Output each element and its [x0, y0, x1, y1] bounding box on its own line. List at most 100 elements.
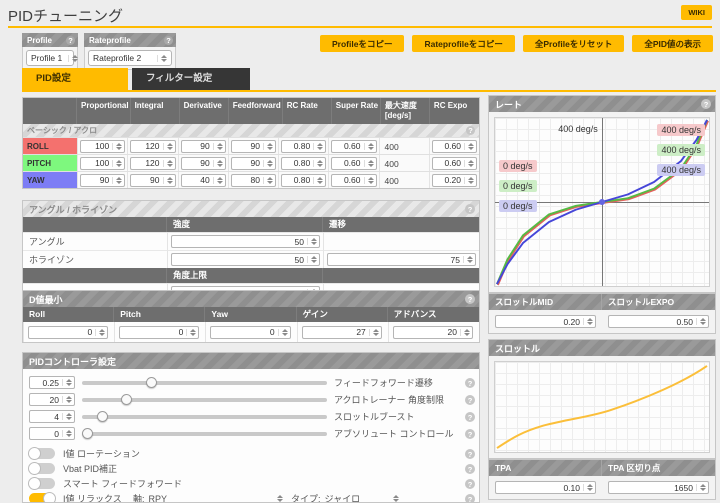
rateprofile-selector-box: Rateprofile Rateprofile 2	[84, 33, 176, 70]
rateprofile-label: Rateprofile	[89, 35, 131, 45]
pitch-rcexpo-input[interactable]: 0.60	[431, 156, 477, 170]
dmin-section: D値最小 Roll Pitch Yaw ゲイン アドバンス 0 0 0 27 2…	[22, 290, 480, 343]
angle-limit-column-header: 角度上限	[167, 268, 323, 283]
pitch-p-input[interactable]: 100	[80, 156, 126, 170]
help-icon[interactable]	[465, 394, 475, 405]
yaw-max-badge: 400 deg/s	[657, 164, 705, 176]
absolute-control-input[interactable]: 0	[29, 427, 75, 440]
iterm-relax-toggle[interactable]	[29, 492, 56, 502]
toggle-row-iterm-rotation: I値 ローテーション	[23, 446, 479, 461]
roll-rcexpo-input[interactable]: 0.60	[431, 139, 477, 153]
roll-p-input[interactable]: 100	[80, 139, 126, 153]
vbat-pid-toggle[interactable]	[28, 462, 55, 475]
stepper-icon	[157, 54, 167, 62]
horizon-transition-input[interactable]: 75	[327, 253, 476, 266]
dmin-header: D値最小	[23, 291, 479, 307]
toggle-row-iterm-relax: I値 リラックス 軸: RPY タイプ: ジャイロ	[23, 491, 479, 502]
help-icon[interactable]	[701, 99, 711, 109]
slider-row-acro-trainer: 20 アクロトレーナー 角度制限	[23, 391, 479, 408]
strength-column-header: 強度	[167, 217, 323, 232]
horizon-row-label: ホライゾン	[23, 250, 167, 268]
pid-group-header: ベーシック / アクロ	[23, 124, 479, 137]
yaw-maxvel-value: 400	[378, 172, 429, 188]
smart-feedforward-toggle[interactable]	[28, 477, 55, 490]
angle-horizon-header: アングル / ホライゾン	[23, 201, 479, 217]
roll-label: ROLL	[23, 138, 77, 154]
dmin-roll-input[interactable]: 0	[28, 325, 109, 339]
roll-rcrate-input[interactable]: 0.80	[281, 139, 327, 153]
iterm-rotation-toggle[interactable]	[28, 447, 55, 460]
angle-strength-input[interactable]: 50	[171, 235, 320, 248]
pid-controller-section: PIDコントローラ設定 0.25 フィードフォワード遷移 20 アクロトレーナー…	[22, 352, 480, 503]
roll-i-input[interactable]: 120	[130, 139, 176, 153]
yaw-d-input[interactable]: 40	[180, 173, 226, 187]
pitch-superrate-input[interactable]: 0.60	[331, 156, 377, 170]
roll-maxvel-value: 400	[378, 138, 429, 154]
tpa-breakpoint-header: TPA 区切り点	[608, 463, 661, 473]
ff-transition-slider[interactable]	[82, 376, 327, 388]
help-icon[interactable]	[466, 126, 475, 135]
tpa-header: TPA	[489, 460, 602, 476]
help-icon[interactable]	[465, 478, 475, 489]
rates-panel: レート 400 deg/s 0 deg/s 0 deg/s 0 deg/s 40…	[488, 95, 716, 293]
help-icon[interactable]	[465, 428, 475, 439]
roll-superrate-input[interactable]: 0.60	[331, 139, 377, 153]
throttle-boost-slider[interactable]	[82, 410, 327, 422]
yaw-ff-input[interactable]: 80	[230, 173, 276, 187]
table-row-yaw: YAW 90 90 40 80 0.80 0.60 400 0.20	[23, 171, 479, 188]
tab-filter-settings[interactable]: フィルター設定	[132, 68, 250, 90]
tab-pid-settings[interactable]: PID設定	[22, 68, 128, 90]
page-title: PIDチューニング	[8, 8, 124, 25]
help-icon[interactable]	[465, 377, 475, 388]
help-icon[interactable]	[465, 448, 475, 459]
copy-profile-button[interactable]: Profileをコピー	[320, 35, 405, 52]
dmin-yaw-input[interactable]: 0	[210, 325, 291, 339]
roll-d-input[interactable]: 90	[180, 139, 226, 153]
reset-all-profiles-button[interactable]: 全Profileをリセット	[522, 35, 625, 52]
pitch-rcrate-input[interactable]: 0.80	[281, 156, 327, 170]
acro-trainer-input[interactable]: 20	[29, 393, 75, 406]
tpa-breakpoint-input[interactable]: 1650	[608, 481, 709, 494]
help-icon[interactable]	[465, 463, 475, 474]
horizon-strength-input[interactable]: 50	[171, 253, 320, 266]
help-icon[interactable]	[465, 294, 475, 304]
dmin-advance-input[interactable]: 20	[392, 325, 473, 339]
throttle-boost-input[interactable]: 4	[29, 410, 75, 423]
yaw-rcrate-input[interactable]: 0.80	[281, 173, 327, 187]
dmin-gain-input[interactable]: 27	[301, 325, 382, 339]
yaw-rcexpo-input[interactable]: 0.20	[431, 173, 477, 187]
toggle-row-vbat-pid: Vbat PID補正	[23, 461, 479, 476]
throttle-expo-input[interactable]: 0.50	[608, 315, 709, 328]
ff-transition-input[interactable]: 0.25	[29, 376, 75, 389]
rateprofile-select[interactable]: Rateprofile 2	[88, 50, 172, 66]
pitch-ff-input[interactable]: 90	[230, 156, 276, 170]
profile-select[interactable]: Profile 1	[26, 50, 79, 66]
throttle-curve	[496, 365, 708, 449]
roll-ff-input[interactable]: 90	[230, 139, 276, 153]
pid-table: Proportional Integral Derivative Feedfor…	[22, 97, 480, 189]
stepper-icon	[68, 54, 79, 62]
help-icon[interactable]	[465, 204, 475, 214]
pitch-i-input[interactable]: 120	[130, 156, 176, 170]
iterm-relax-axis-select[interactable]: 軸: RPY	[133, 492, 283, 502]
roll-zero-badge: 0 deg/s	[499, 160, 537, 172]
help-icon[interactable]	[164, 35, 173, 45]
copy-rateprofile-button[interactable]: Rateprofileをコピー	[412, 35, 515, 52]
absolute-control-slider[interactable]	[82, 427, 327, 439]
help-icon[interactable]	[465, 493, 475, 502]
dmin-pitch-input[interactable]: 0	[119, 325, 200, 339]
acro-trainer-slider[interactable]	[82, 393, 327, 405]
pitch-d-input[interactable]: 90	[180, 156, 226, 170]
help-icon[interactable]	[66, 35, 75, 45]
wiki-button[interactable]: WIKI	[681, 5, 712, 20]
rates-header: レート	[489, 96, 715, 112]
yaw-p-input[interactable]: 90	[80, 173, 126, 187]
show-all-pids-button[interactable]: 全PID値の表示	[632, 35, 713, 52]
throttle-mid-input[interactable]: 0.20	[495, 315, 596, 328]
help-icon[interactable]	[465, 411, 475, 422]
tpa-input[interactable]: 0.10	[495, 481, 596, 494]
yaw-i-input[interactable]: 90	[130, 173, 176, 187]
slider-row-throttle-boost: 4 スロットルブースト	[23, 408, 479, 425]
yaw-superrate-input[interactable]: 0.60	[331, 173, 377, 187]
iterm-relax-type-select[interactable]: タイプ: ジャイロ	[291, 492, 399, 502]
